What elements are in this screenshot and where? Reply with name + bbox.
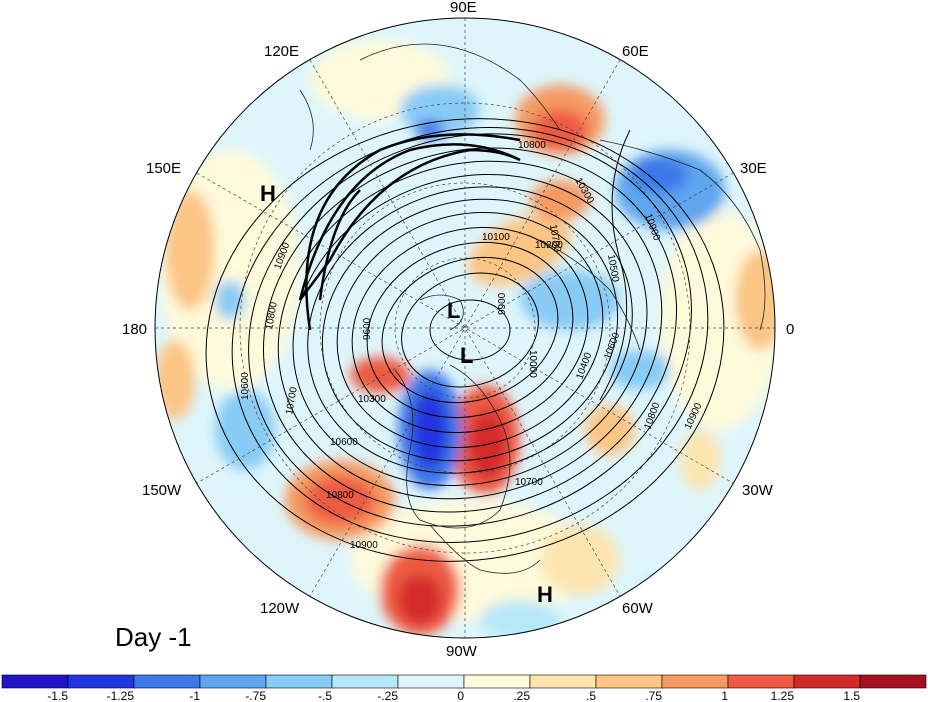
high-label: H bbox=[260, 181, 276, 206]
colorbar-swatch bbox=[331, 674, 399, 689]
longitude-label: 150E bbox=[146, 160, 181, 177]
contour-label: 10100 bbox=[482, 232, 510, 243]
colorbar-swatch bbox=[463, 674, 531, 689]
longitude-label: 90E bbox=[450, 0, 477, 16]
longitude-label: 180 bbox=[122, 321, 147, 338]
contour-label: 10700 bbox=[284, 386, 300, 416]
contour-label: 10800 bbox=[518, 140, 546, 151]
colorbar: -1.5 -1.25 -1 -.75 -.5 -.25 0 .25 .5 .75 1 1.25 1.5 bbox=[1, 674, 927, 702]
high-label: H bbox=[537, 582, 553, 607]
colorbar-tick-label: .5 bbox=[586, 689, 596, 702]
longitude-label: 30E bbox=[740, 160, 767, 177]
colorbar-tick-label: 1.25 bbox=[771, 689, 795, 702]
colorbar-swatch bbox=[265, 674, 333, 689]
colorbar-swatch bbox=[67, 674, 135, 689]
colorbar-swatch bbox=[529, 674, 597, 689]
colorbar-swatch bbox=[859, 674, 927, 689]
colorbar-tick-label: -1.25 bbox=[107, 689, 135, 702]
contour-label: 10600 bbox=[330, 437, 358, 448]
colorbar-swatch bbox=[199, 674, 267, 689]
colorbar-tick-label: -1.5 bbox=[47, 689, 68, 702]
contour-label: 10500 bbox=[605, 254, 621, 284]
longitude-label: 90W bbox=[446, 643, 478, 660]
low-label: L bbox=[447, 298, 460, 323]
colorbar-tick-label: .75 bbox=[645, 689, 662, 702]
colorbar-tick-label: 0 bbox=[457, 689, 464, 702]
colorbar-swatch bbox=[661, 674, 729, 689]
longitude-label: 30W bbox=[742, 482, 774, 499]
height-contours bbox=[205, 118, 725, 562]
colorbar-tick-label: 1 bbox=[721, 689, 728, 702]
colorbar-tick-label: -.75 bbox=[245, 689, 266, 702]
colorbar-swatch bbox=[1, 674, 69, 689]
contour-label: 10300 bbox=[358, 394, 386, 405]
coastlines bbox=[299, 43, 766, 574]
colorbar-tick-label: .25 bbox=[513, 689, 530, 702]
longitude-labels: 90E 60E 30E 0 30W 60W 90W 120W 150W 180 … bbox=[122, 0, 794, 660]
contour-label: 10800 bbox=[326, 490, 354, 501]
colorbar-tick-label: 1.5 bbox=[843, 689, 860, 702]
low-label: L bbox=[460, 343, 473, 368]
colorbar-swatch bbox=[133, 674, 201, 689]
contour-label: 10900 bbox=[350, 540, 378, 551]
contour-label: 10000 bbox=[527, 350, 538, 378]
contour-label: 10800 bbox=[264, 301, 280, 331]
graticule bbox=[155, 18, 775, 638]
contour-label: 10200 bbox=[535, 240, 563, 251]
longitude-label: 60W bbox=[622, 600, 654, 617]
colorbar-tick-label: -1 bbox=[189, 689, 200, 702]
longitude-label: 60E bbox=[622, 43, 649, 60]
contour-label: 9900 bbox=[497, 292, 508, 315]
colorbar-swatch bbox=[727, 674, 795, 689]
colorbar-swatch bbox=[595, 674, 663, 689]
longitude-label: 150W bbox=[142, 482, 182, 499]
colorbar-tick-label: -.25 bbox=[377, 689, 398, 702]
contour-label: 10700 bbox=[515, 477, 543, 488]
contour-label: 10600 bbox=[240, 372, 251, 400]
contour-label: 10700 bbox=[547, 224, 563, 254]
day-label: Day -1 bbox=[115, 622, 192, 652]
longitude-label: 0 bbox=[786, 321, 794, 338]
longitude-label: 120W bbox=[260, 600, 300, 617]
map-border bbox=[154, 17, 776, 639]
colorbar-swatch bbox=[397, 674, 465, 689]
contour-label: 9600 bbox=[362, 317, 373, 340]
longitude-label: 120E bbox=[264, 43, 299, 60]
colorbar-tick-label: -.5 bbox=[318, 689, 332, 702]
colorbar-swatch bbox=[793, 674, 861, 689]
